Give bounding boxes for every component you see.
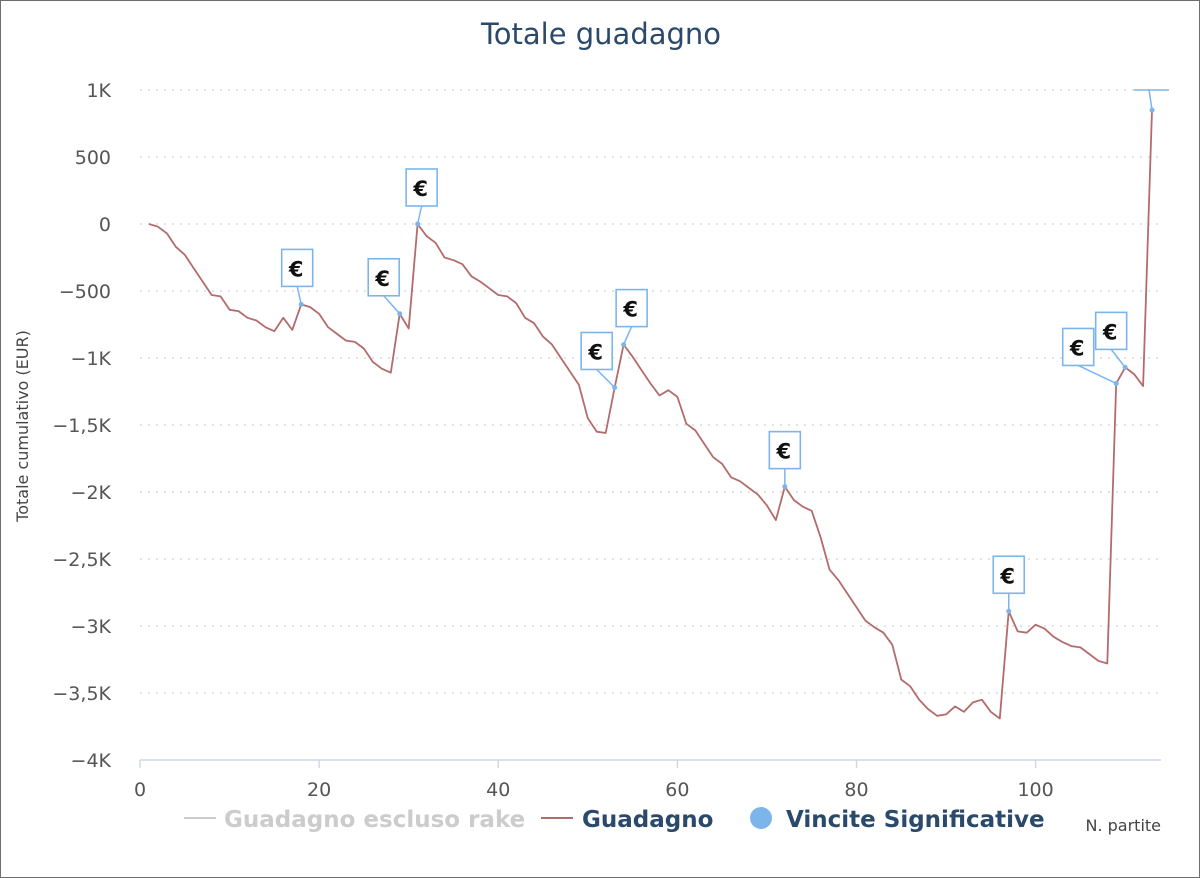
flag-connector bbox=[1077, 364, 1117, 385]
significant-win-flag[interactable] bbox=[1134, 89, 1170, 113]
y-tick-label: −2K bbox=[71, 482, 112, 504]
x-axis-label: N. partite bbox=[1085, 816, 1161, 835]
flag-anchor-dot bbox=[1006, 608, 1012, 614]
y-tick-label: 500 bbox=[75, 147, 111, 169]
flag-euro-label: € bbox=[776, 440, 792, 464]
legend-label: Vincite Significative bbox=[786, 807, 1045, 833]
y-tick-label: −3,5K bbox=[52, 683, 111, 705]
flag-anchor-dot bbox=[415, 221, 421, 227]
significant-wins-flags[interactable]: € € € € € € € € € bbox=[280, 89, 1170, 614]
y-tick-label: 1K bbox=[86, 80, 111, 102]
y-tick-label: −4K bbox=[71, 750, 112, 772]
flag-anchor-dot bbox=[1122, 364, 1128, 370]
flag-anchor-dot bbox=[621, 342, 627, 348]
flag-connector bbox=[596, 368, 616, 389]
legend-item-guadagno-escluso-rake[interactable]: Guadagno escluso rake bbox=[184, 807, 525, 833]
flag-anchor-dot bbox=[1113, 380, 1119, 386]
x-tick-label: 80 bbox=[844, 779, 868, 801]
legend-circle-icon bbox=[750, 807, 772, 829]
flag-connector bbox=[296, 286, 302, 305]
flag-box[interactable] bbox=[405, 168, 438, 207]
flag-box[interactable] bbox=[280, 248, 314, 288]
flag-box[interactable] bbox=[992, 555, 1026, 595]
flag-connector bbox=[416, 205, 423, 225]
y-tick-label: −2,5K bbox=[52, 549, 111, 571]
y-tick-label: −1,5K bbox=[52, 415, 111, 437]
flag-box[interactable] bbox=[768, 430, 802, 470]
flag-euro-label: € bbox=[622, 298, 638, 322]
legend[interactable]: Guadagno escluso rake Guadagno Vincite S… bbox=[184, 807, 1045, 833]
flag-anchor-dot bbox=[782, 484, 788, 490]
flag-connector bbox=[1148, 89, 1153, 111]
flag-connector bbox=[622, 326, 633, 345]
significant-win-flag[interactable]: € bbox=[992, 555, 1026, 614]
series-line-guadagno[interactable] bbox=[148, 110, 1153, 720]
significant-win-flag[interactable]: € bbox=[280, 248, 314, 307]
flag-anchor-dot bbox=[397, 311, 403, 317]
x-tick-label: 60 bbox=[665, 779, 689, 801]
significant-win-flag[interactable]: € bbox=[768, 430, 802, 490]
flag-euro-label: € bbox=[374, 267, 390, 291]
y-tick-label: −1K bbox=[71, 348, 112, 370]
flag-box[interactable] bbox=[580, 331, 613, 371]
y-tick-label: 0 bbox=[99, 214, 111, 236]
x-tick-label: 100 bbox=[1017, 779, 1053, 801]
significant-win-flag[interactable]: € bbox=[367, 257, 403, 317]
series-guadagno[interactable] bbox=[148, 110, 1153, 720]
flag-euro-label: € bbox=[1102, 320, 1118, 344]
legend-label: Guadagno bbox=[582, 807, 713, 833]
flag-euro-label: € bbox=[587, 340, 603, 364]
flag-connector bbox=[1110, 348, 1126, 368]
legend-item-vincite-significative[interactable]: Vincite Significative bbox=[750, 807, 1045, 833]
flag-anchor-dot bbox=[298, 301, 304, 307]
y-tick-label: −3K bbox=[71, 616, 112, 638]
legend-item-guadagno[interactable]: Guadagno bbox=[541, 807, 713, 833]
significant-win-flag[interactable]: € bbox=[1094, 311, 1128, 370]
flag-box[interactable] bbox=[615, 288, 648, 328]
flag-euro-label: € bbox=[412, 177, 428, 201]
x-tick-label: 40 bbox=[486, 779, 510, 801]
x-axis-ticks: 0 20 40 60 80 100 bbox=[134, 760, 1054, 801]
flag-connector bbox=[383, 295, 401, 315]
flag-box[interactable] bbox=[367, 257, 401, 297]
significant-win-flag[interactable]: € bbox=[580, 331, 618, 390]
x-tick-label: 0 bbox=[134, 779, 146, 801]
grid-lines bbox=[140, 89, 1161, 694]
flag-box[interactable] bbox=[1061, 327, 1095, 367]
flag-euro-label: € bbox=[288, 257, 304, 281]
flag-euro-label: € bbox=[1069, 336, 1085, 360]
y-axis-label: Totale cumulativo (EUR) bbox=[13, 330, 32, 523]
significant-win-flag[interactable]: € bbox=[615, 288, 648, 348]
significant-win-flag[interactable]: € bbox=[405, 168, 438, 227]
flag-euro-label: € bbox=[999, 564, 1015, 588]
flag-anchor-dot bbox=[612, 384, 618, 390]
x-tick-label: 20 bbox=[307, 779, 331, 801]
chart-title: Totale guadagno bbox=[480, 17, 721, 51]
significant-win-flag[interactable]: € bbox=[1061, 327, 1119, 386]
legend-label: Guadagno escluso rake bbox=[224, 807, 525, 833]
y-tick-label: −500 bbox=[59, 281, 111, 303]
flag-box[interactable] bbox=[1094, 311, 1128, 351]
y-axis-ticks: 1K 500 0 −500 −1K −1,5K −2K −2,5K −3K −3,5K −4K bbox=[52, 80, 111, 772]
flag-anchor-dot bbox=[1149, 107, 1155, 113]
